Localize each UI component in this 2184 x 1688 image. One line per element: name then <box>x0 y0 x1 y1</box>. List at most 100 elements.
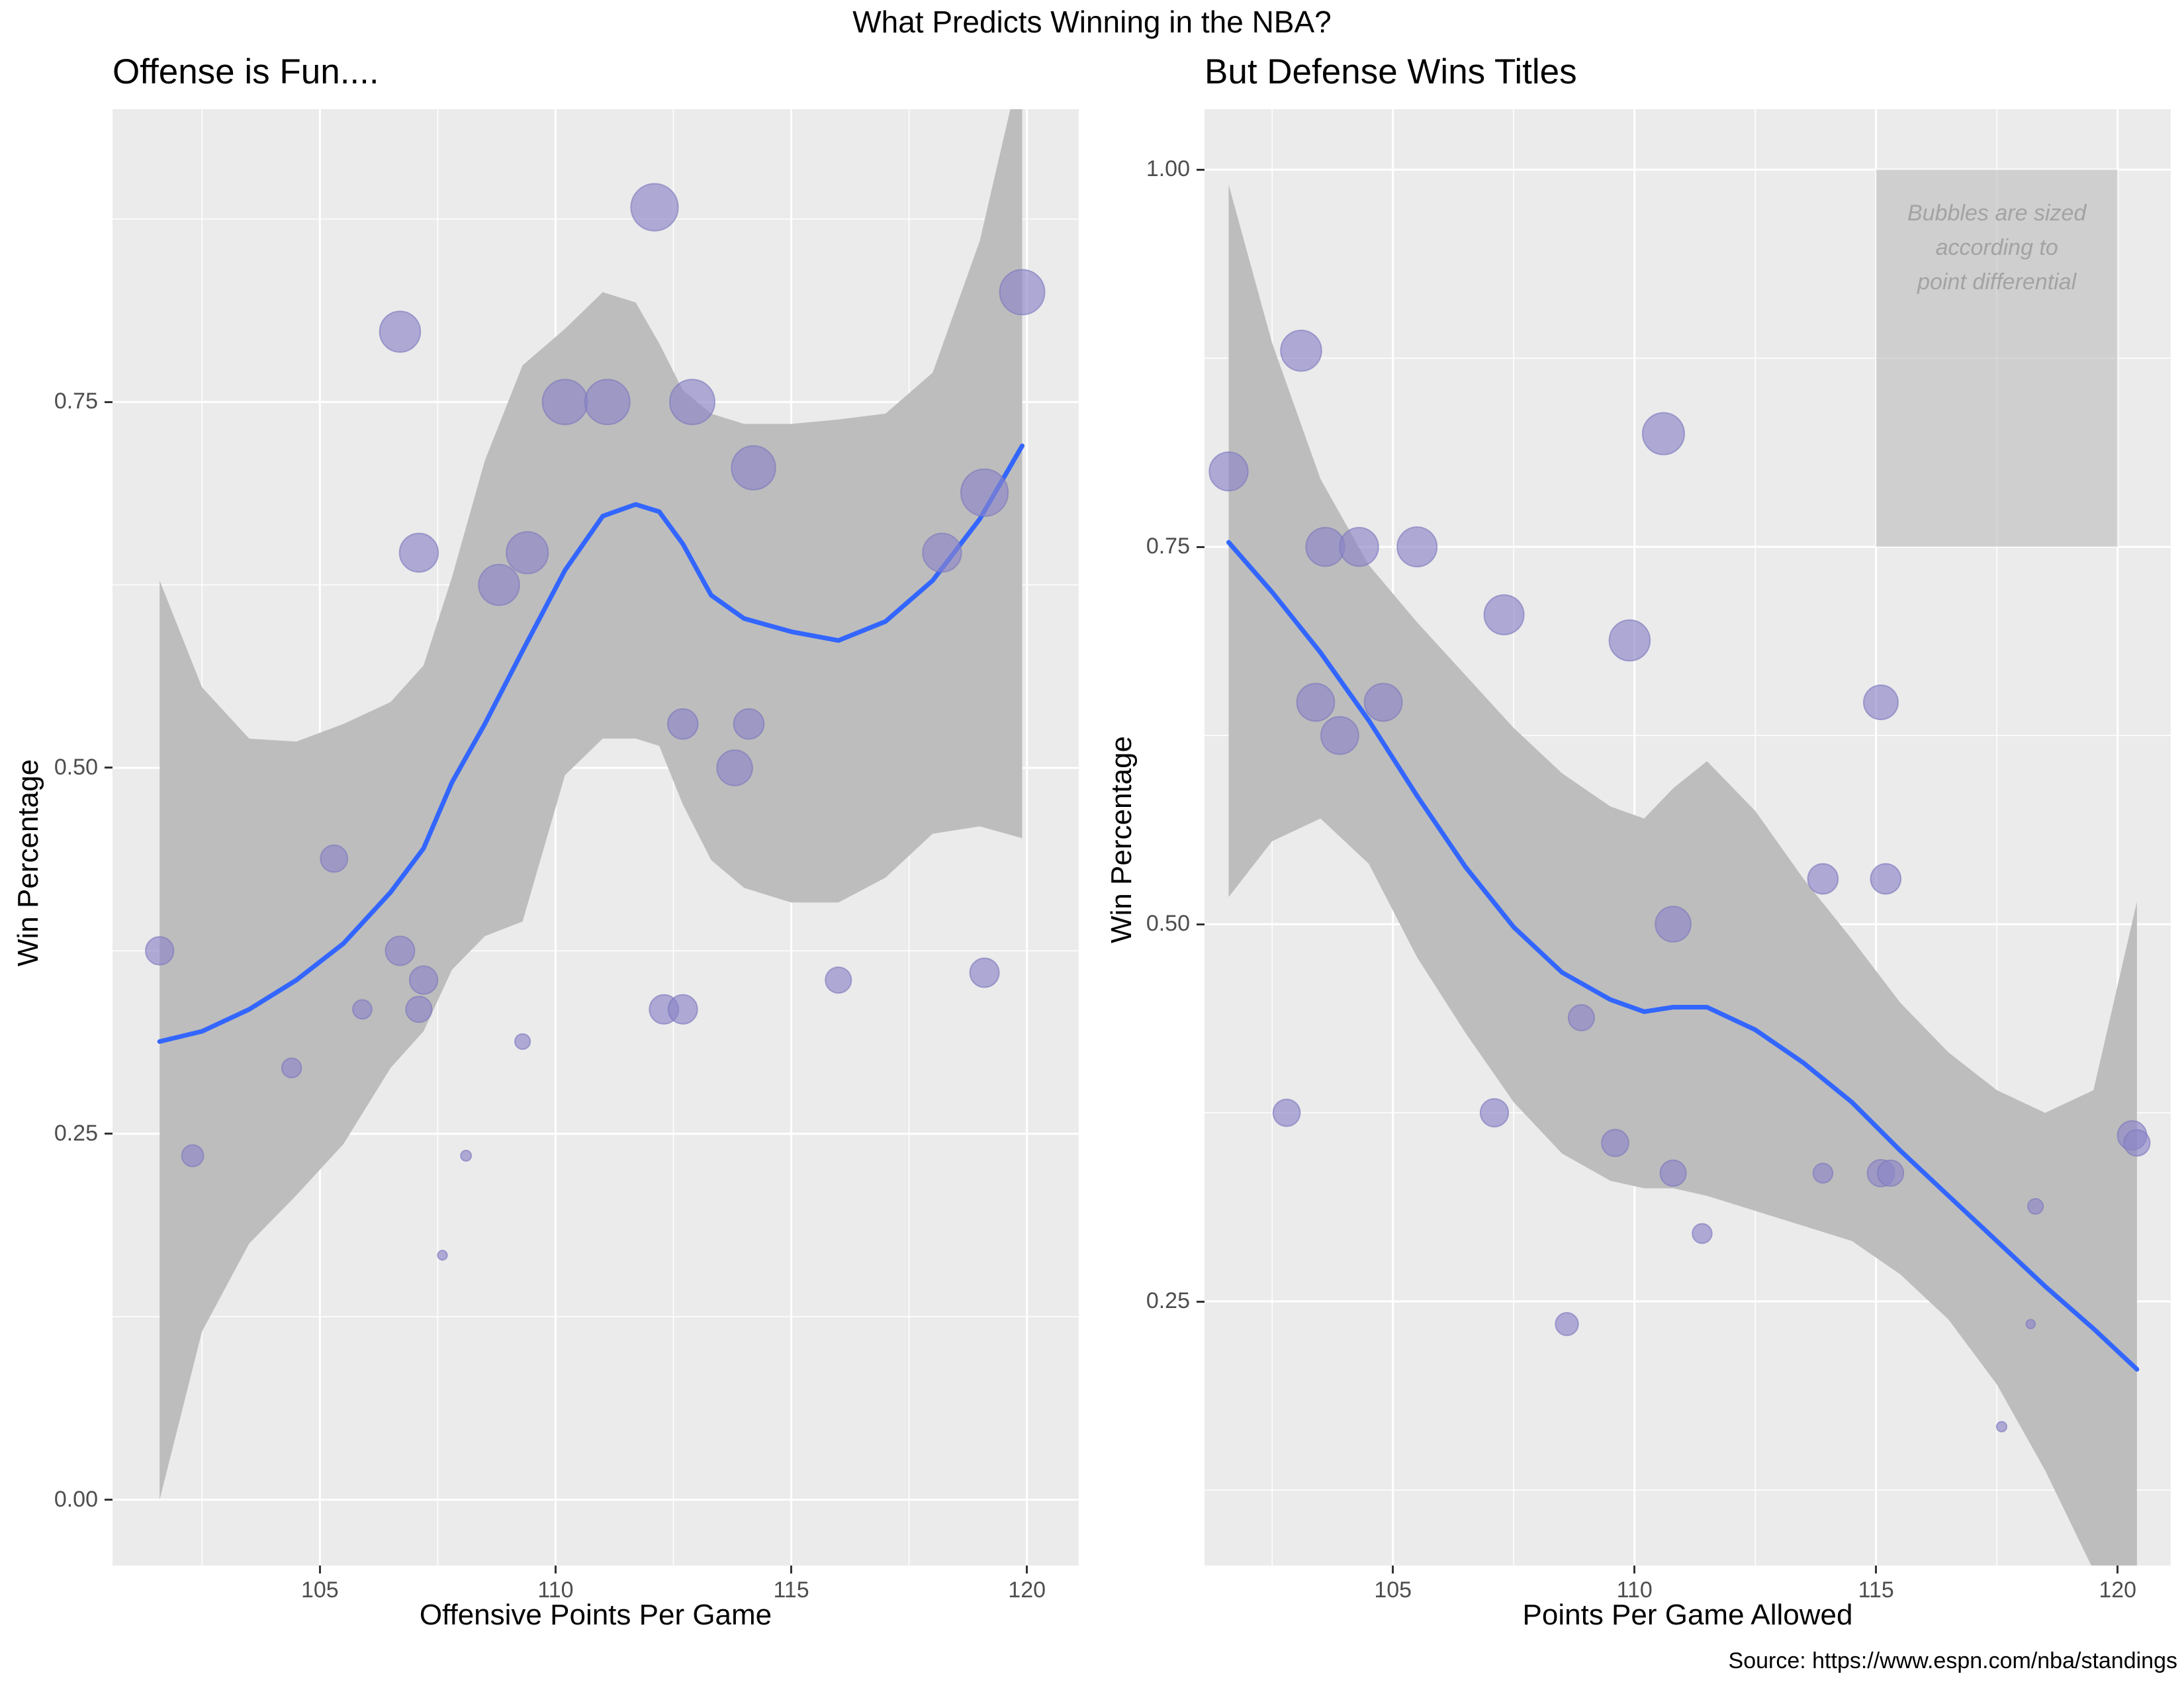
left-bubble-8 <box>405 996 433 1023</box>
right-bubble-1 <box>1272 1098 1301 1127</box>
left-bubble-29 <box>999 269 1046 316</box>
right-bubble-10 <box>1483 594 1525 635</box>
right-x-tick-mark <box>2116 1566 2119 1573</box>
left-bubble-19 <box>666 708 699 740</box>
left-bubble-12 <box>478 563 520 606</box>
right-annotation-box <box>1876 169 2118 547</box>
right-bubble-21 <box>1863 684 1899 720</box>
left-x-tick-mark <box>318 1566 321 1573</box>
left-y-axis-label: Win Percentage <box>12 759 44 966</box>
left-bubble-25 <box>825 966 852 994</box>
right-bubble-0 <box>1208 451 1249 492</box>
right-bubble-5 <box>1320 716 1359 755</box>
left-x-tick-label: 120 <box>1008 1577 1046 1603</box>
right-bubble-12 <box>1567 1004 1596 1032</box>
left-x-tick-mark <box>1026 1566 1028 1573</box>
right-y-tick-label: 0.50 <box>1146 911 1190 937</box>
left-x-tick-mark <box>790 1566 793 1573</box>
right-plot-area: Bubbles are sized according to point dif… <box>1205 109 2171 1566</box>
right-bubble-24 <box>1877 1159 1905 1187</box>
right-bubble-9 <box>1479 1098 1510 1128</box>
bubble-size-note-line-2: according to <box>1935 235 2058 261</box>
right-y-tick-label: 1.00 <box>1146 156 1190 182</box>
left-y-tick-mark <box>105 400 113 403</box>
left-bubble-22 <box>716 749 753 786</box>
right-confidence-ribbon <box>1228 185 2137 1566</box>
left-bubble-20 <box>667 994 698 1025</box>
left-bubble-5 <box>379 310 422 353</box>
bubble-size-note-line-3: point differential <box>1917 269 2077 295</box>
right-bubble-16 <box>1655 906 1692 943</box>
left-bubble-2 <box>281 1057 302 1079</box>
right-bubble-2 <box>1280 329 1322 372</box>
left-bubble-11 <box>460 1149 473 1162</box>
right-bubble-14 <box>1608 619 1651 662</box>
left-y-tick-mark <box>105 1133 113 1135</box>
right-y-tick-label: 0.75 <box>1146 534 1190 559</box>
right-x-tick-label: 120 <box>2099 1577 2137 1603</box>
right-bubble-6 <box>1339 526 1379 567</box>
left-smooth-line <box>157 444 1024 1044</box>
left-bubble-27 <box>960 468 1009 517</box>
bubble-size-note: Bubbles are sized according to point dif… <box>1876 196 2118 299</box>
left-bubble-4 <box>352 999 373 1020</box>
bubble-size-note-line-1: Bubbles are sized <box>1907 201 2087 226</box>
left-bubble-17 <box>630 183 679 232</box>
right-bubble-17 <box>1659 1159 1687 1187</box>
left-bubble-16 <box>584 379 631 426</box>
right-bubble-13 <box>1601 1129 1629 1158</box>
main-title: What Predicts Winning in the NBA? <box>852 5 1332 39</box>
right-y-tick-mark <box>1197 923 1205 925</box>
left-confidence-ribbon <box>159 109 1023 1500</box>
left-x-tick-label: 110 <box>537 1577 574 1603</box>
right-x-tick-mark <box>1392 1566 1394 1573</box>
left-x-tick-label: 105 <box>300 1577 339 1603</box>
right-smooth-line <box>1226 539 2140 1372</box>
left-bubble-3 <box>320 844 349 873</box>
left-bubble-15 <box>541 379 588 426</box>
left-bubble-14 <box>506 531 549 575</box>
right-y-tick-mark <box>1197 1300 1205 1303</box>
right-bubble-26 <box>2025 1319 2036 1330</box>
right-y-tick-label: 0.25 <box>1146 1288 1190 1314</box>
left-x-tick-mark <box>554 1566 557 1573</box>
right-bubble-27 <box>2027 1197 2044 1215</box>
left-y-tick-label: 0.50 <box>54 754 98 780</box>
left-bubble-28 <box>969 957 1000 988</box>
right-panel-title: But Defense Wins Titles <box>1205 52 1577 91</box>
left-bubble-10 <box>437 1250 448 1261</box>
left-bubble-21 <box>669 379 715 426</box>
left-y-tick-label: 0.25 <box>54 1120 98 1146</box>
left-y-tick-label: 0.00 <box>54 1486 98 1512</box>
left-y-tick-mark <box>105 767 113 769</box>
left-plot-area <box>113 109 1079 1566</box>
right-x-axis-label: Points Per Game Allowed <box>1522 1599 1853 1631</box>
left-bubble-26 <box>922 532 962 573</box>
right-x-tick-mark <box>1875 1566 1878 1573</box>
left-x-axis-label: Offensive Points Per Game <box>419 1599 772 1631</box>
right-bubble-15 <box>1641 412 1686 455</box>
right-bubble-11 <box>1555 1312 1579 1336</box>
left-bubble-7 <box>398 532 439 573</box>
left-bubble-23 <box>733 708 765 740</box>
right-bubble-8 <box>1396 526 1438 568</box>
left-bubble-13 <box>514 1033 531 1051</box>
right-bubble-19 <box>1807 863 1839 895</box>
right-x-tick-label: 110 <box>1616 1577 1653 1603</box>
left-y-tick-mark <box>105 1499 113 1501</box>
right-y-tick-mark <box>1197 168 1205 171</box>
right-bubble-29 <box>2123 1129 2151 1157</box>
right-bubble-25 <box>1995 1421 2008 1432</box>
left-bubble-1 <box>181 1144 205 1168</box>
right-bubble-20 <box>1812 1162 1834 1184</box>
left-bubble-6 <box>385 935 416 966</box>
right-plot-svg <box>1205 109 2171 1566</box>
right-bubble-23 <box>1870 863 1902 895</box>
right-bubble-18 <box>1692 1223 1713 1244</box>
right-bubble-4 <box>1305 526 1345 567</box>
left-bubble-9 <box>408 965 439 995</box>
right-y-tick-mark <box>1197 545 1205 548</box>
left-y-tick-label: 0.75 <box>54 389 98 414</box>
source-caption: Source: https://www.espn.com/nba/standin… <box>1728 1648 2177 1673</box>
right-x-tick-label: 105 <box>1374 1577 1412 1603</box>
